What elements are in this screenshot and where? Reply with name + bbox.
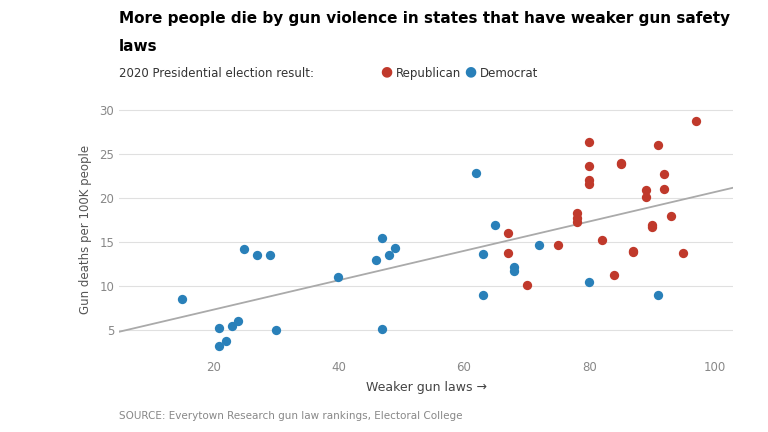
Point: [370, 256, 382, 263]
Point: [502, 249, 514, 256]
Point: [627, 248, 639, 254]
Point: [690, 118, 702, 124]
Point: [214, 343, 226, 349]
Point: [251, 252, 263, 259]
Y-axis label: Gun deaths per 100K people: Gun deaths per 100K people: [79, 144, 92, 314]
Point: [608, 271, 621, 278]
Point: [389, 245, 401, 252]
Point: [220, 338, 232, 345]
Point: [614, 160, 627, 167]
Text: ●: ●: [380, 65, 392, 79]
Point: [232, 318, 244, 325]
Point: [677, 249, 690, 256]
Point: [596, 237, 608, 244]
X-axis label: Weaker gun laws →: Weaker gun laws →: [366, 381, 487, 394]
Point: [640, 187, 652, 194]
Point: [502, 230, 514, 237]
Point: [270, 327, 282, 334]
Text: laws: laws: [119, 39, 157, 54]
Point: [508, 263, 520, 270]
Point: [658, 186, 670, 193]
Point: [640, 194, 652, 201]
Point: [214, 325, 226, 332]
Point: [583, 162, 595, 169]
Point: [571, 219, 583, 226]
Point: [646, 221, 658, 228]
Point: [583, 176, 595, 183]
Point: [664, 212, 677, 219]
Text: More people die by gun violence in states that have weaker gun safety: More people die by gun violence in state…: [119, 11, 730, 26]
Point: [571, 210, 583, 216]
Text: Republican: Republican: [396, 67, 461, 80]
Point: [508, 268, 520, 275]
Point: [333, 274, 345, 281]
Point: [533, 241, 545, 248]
Point: [476, 251, 488, 258]
Point: [583, 278, 595, 285]
Text: ●: ●: [465, 65, 477, 79]
Point: [376, 326, 389, 333]
Point: [571, 214, 583, 221]
Point: [627, 248, 639, 255]
Point: [652, 142, 664, 149]
Point: [263, 252, 276, 259]
Point: [583, 181, 595, 187]
Point: [583, 139, 595, 146]
Point: [476, 292, 488, 299]
Point: [646, 224, 658, 231]
Point: [382, 252, 395, 259]
Point: [489, 221, 502, 228]
Point: [521, 282, 533, 289]
Point: [652, 292, 664, 299]
Point: [614, 159, 627, 166]
Point: [176, 296, 188, 303]
Point: [226, 322, 238, 329]
Point: [376, 234, 389, 241]
Point: [658, 171, 670, 178]
Point: [551, 241, 564, 248]
Point: [238, 246, 250, 253]
Text: 2020 Presidential election result:: 2020 Presidential election result:: [119, 67, 314, 80]
Text: SOURCE: Everytown Research gun law rankings, Electoral College: SOURCE: Everytown Research gun law ranki…: [119, 411, 462, 421]
Point: [470, 169, 482, 176]
Text: Democrat: Democrat: [480, 67, 538, 80]
